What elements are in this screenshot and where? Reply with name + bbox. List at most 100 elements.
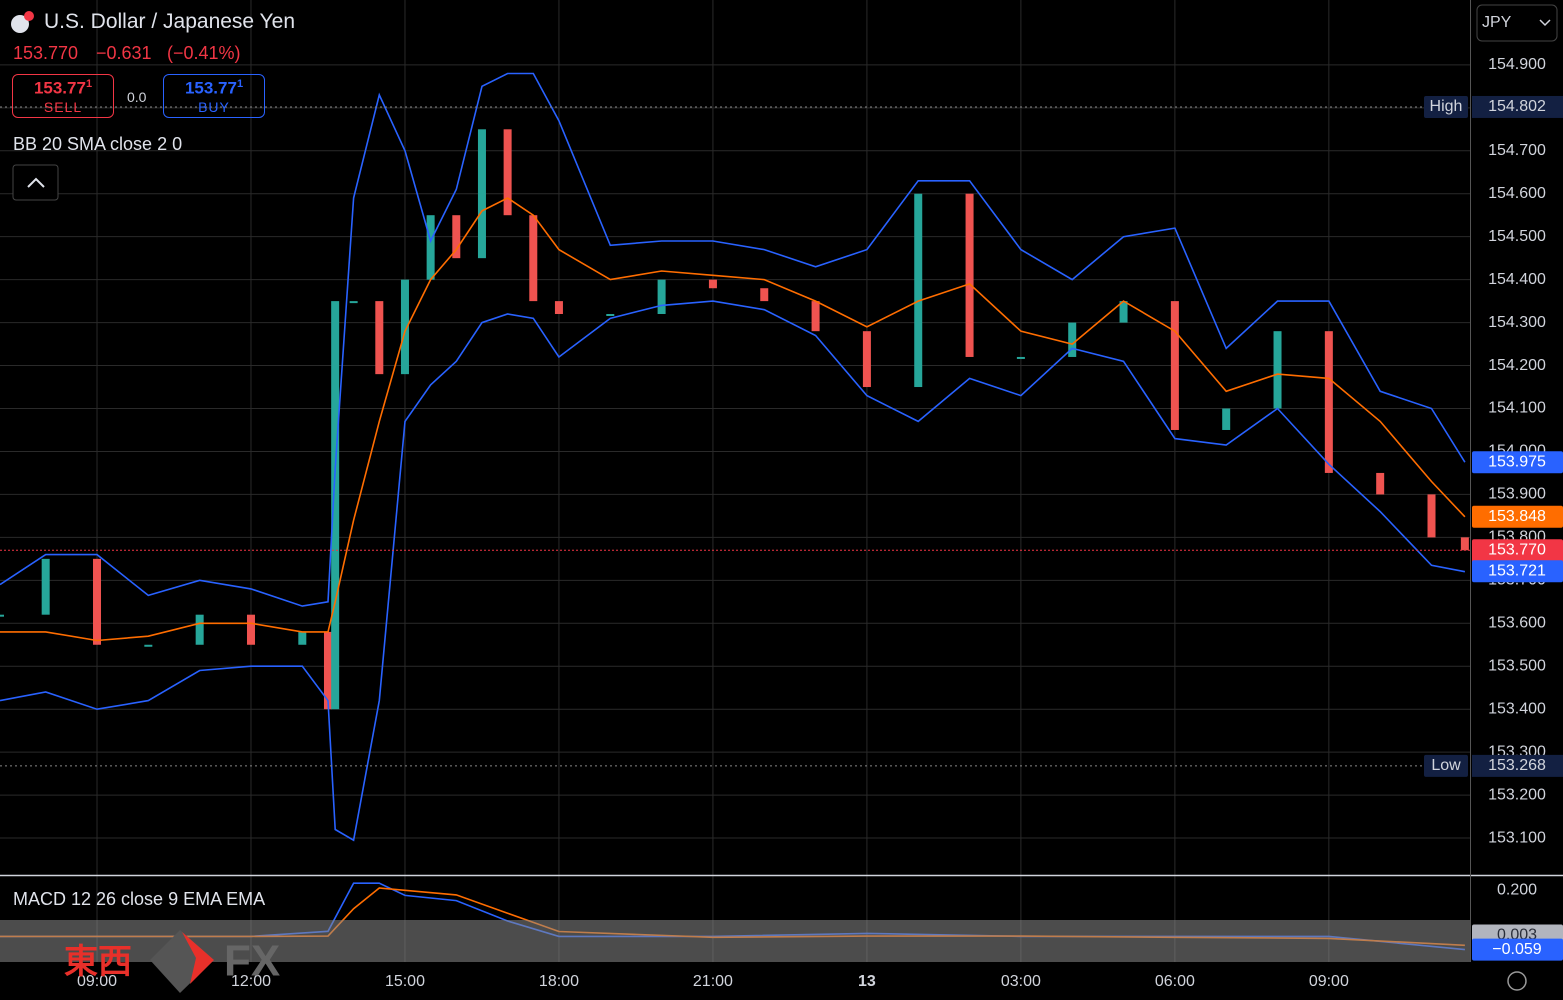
x-tick-label: 12:00 (231, 973, 271, 990)
candle (1119, 301, 1128, 323)
candle (1427, 494, 1436, 538)
candle (349, 301, 358, 304)
y-tick-label: 153.100 (1488, 829, 1546, 846)
price-badge-value: 153.770 (1488, 541, 1546, 558)
price-badge (1472, 560, 1563, 583)
y-tick-label: 153.600 (1488, 615, 1546, 632)
price-badge-value: 153.721 (1488, 563, 1546, 580)
series-line (0, 197, 1466, 642)
symbol-title: U.S. Dollar / Japanese Yen (44, 10, 295, 33)
currency-button[interactable] (1476, 4, 1558, 42)
candle (323, 631, 332, 710)
candle (331, 301, 340, 710)
y-tick-label: 154.600 (1488, 185, 1546, 202)
candle (1170, 301, 1179, 430)
macd-indicator-label: MACD 12 26 close 9 EMA EMA (13, 889, 266, 909)
candle (246, 614, 255, 645)
candle (144, 644, 153, 647)
candle (1222, 408, 1231, 430)
spread: 0.0 (127, 89, 147, 105)
candle (1324, 331, 1333, 473)
candle (965, 193, 974, 357)
x-tick-label: 03:00 (1001, 973, 1041, 990)
axis-layer: 0.200 (1497, 882, 1537, 899)
candle (760, 288, 769, 302)
buy-price: 153.77 (184, 78, 237, 98)
currency-label: JPY (1482, 14, 1512, 31)
price-badge (1472, 505, 1563, 528)
x-tick-label: 13 (858, 973, 876, 990)
price-badge-value: −0.059 (1492, 941, 1541, 958)
dropdown-icon (1539, 19, 1551, 27)
candle (400, 279, 409, 375)
candle (554, 301, 563, 315)
last-price: 153.770 (13, 43, 79, 63)
sell-pip: 1 (85, 78, 93, 90)
buy-pip: 1 (236, 78, 244, 90)
series-line (0, 300, 1466, 842)
candle (708, 279, 717, 289)
collapse-button[interactable] (12, 164, 59, 201)
y-tick-label: 0.200 (1497, 882, 1537, 899)
candle (1068, 322, 1077, 357)
settings-icon[interactable] (1507, 971, 1527, 991)
watermark-cjk: 東西 (64, 943, 132, 981)
y-tick-label: 153.200 (1488, 786, 1546, 803)
price-change-pct: (−0.41%) (167, 43, 241, 63)
buy-label: BUY (198, 98, 230, 115)
candle (0, 614, 4, 617)
price-badge-value: 153.848 (1488, 508, 1546, 525)
candle (375, 301, 384, 375)
y-tick-label: 154.500 (1488, 228, 1546, 245)
y-tick-label: 153.900 (1488, 486, 1546, 503)
flag-icon-badge (24, 11, 34, 21)
high-value: 154.802 (1488, 98, 1546, 115)
low-badge (1472, 754, 1563, 777)
high-label: High (1430, 98, 1463, 115)
candle (503, 129, 512, 216)
candle (657, 279, 666, 315)
candle (298, 631, 307, 645)
x-tick-label: 21:00 (693, 973, 733, 990)
high-badge (1472, 95, 1563, 118)
y-tick-label: 153.500 (1488, 657, 1546, 674)
price-change: −0.631 (96, 43, 152, 63)
candle (477, 129, 486, 259)
y-tick-label: 154.100 (1488, 400, 1546, 417)
sell-price-row: 153.771 (13, 78, 113, 99)
candle (426, 215, 435, 280)
y-tick-label: 154.900 (1488, 56, 1546, 73)
candle (529, 215, 538, 302)
x-tick-label: 09:00 (1309, 973, 1349, 990)
sell-button[interactable]: 153.771 SELL (12, 74, 114, 118)
series-line (0, 72, 1466, 607)
y-tick-label: 154.400 (1488, 271, 1546, 288)
low-label: Low (1431, 757, 1461, 774)
price-badge-value: 153.975 (1488, 453, 1546, 470)
candle (93, 558, 102, 645)
logo-diamond (150, 930, 214, 993)
candle (1273, 331, 1282, 409)
x-tick-label: 18:00 (539, 973, 579, 990)
price-badge (1472, 938, 1563, 961)
candle (452, 215, 461, 259)
sell-label: SELL (43, 98, 83, 115)
candle (41, 558, 50, 615)
candle (1376, 472, 1385, 495)
watermark-fx: FX (224, 937, 280, 986)
candle (811, 301, 820, 332)
logo-accent (182, 932, 214, 984)
y-tick-label: 154.700 (1488, 142, 1546, 159)
price-badge (1472, 451, 1563, 474)
buy-button[interactable]: 153.771 BUY (163, 74, 265, 118)
flag-icon (11, 15, 29, 33)
high-tag (1424, 95, 1468, 118)
candle (1460, 537, 1469, 551)
x-tick-label: 06:00 (1155, 973, 1195, 990)
candle (914, 193, 923, 388)
y-tick-label: 154.200 (1488, 357, 1546, 374)
candle (1016, 356, 1025, 359)
